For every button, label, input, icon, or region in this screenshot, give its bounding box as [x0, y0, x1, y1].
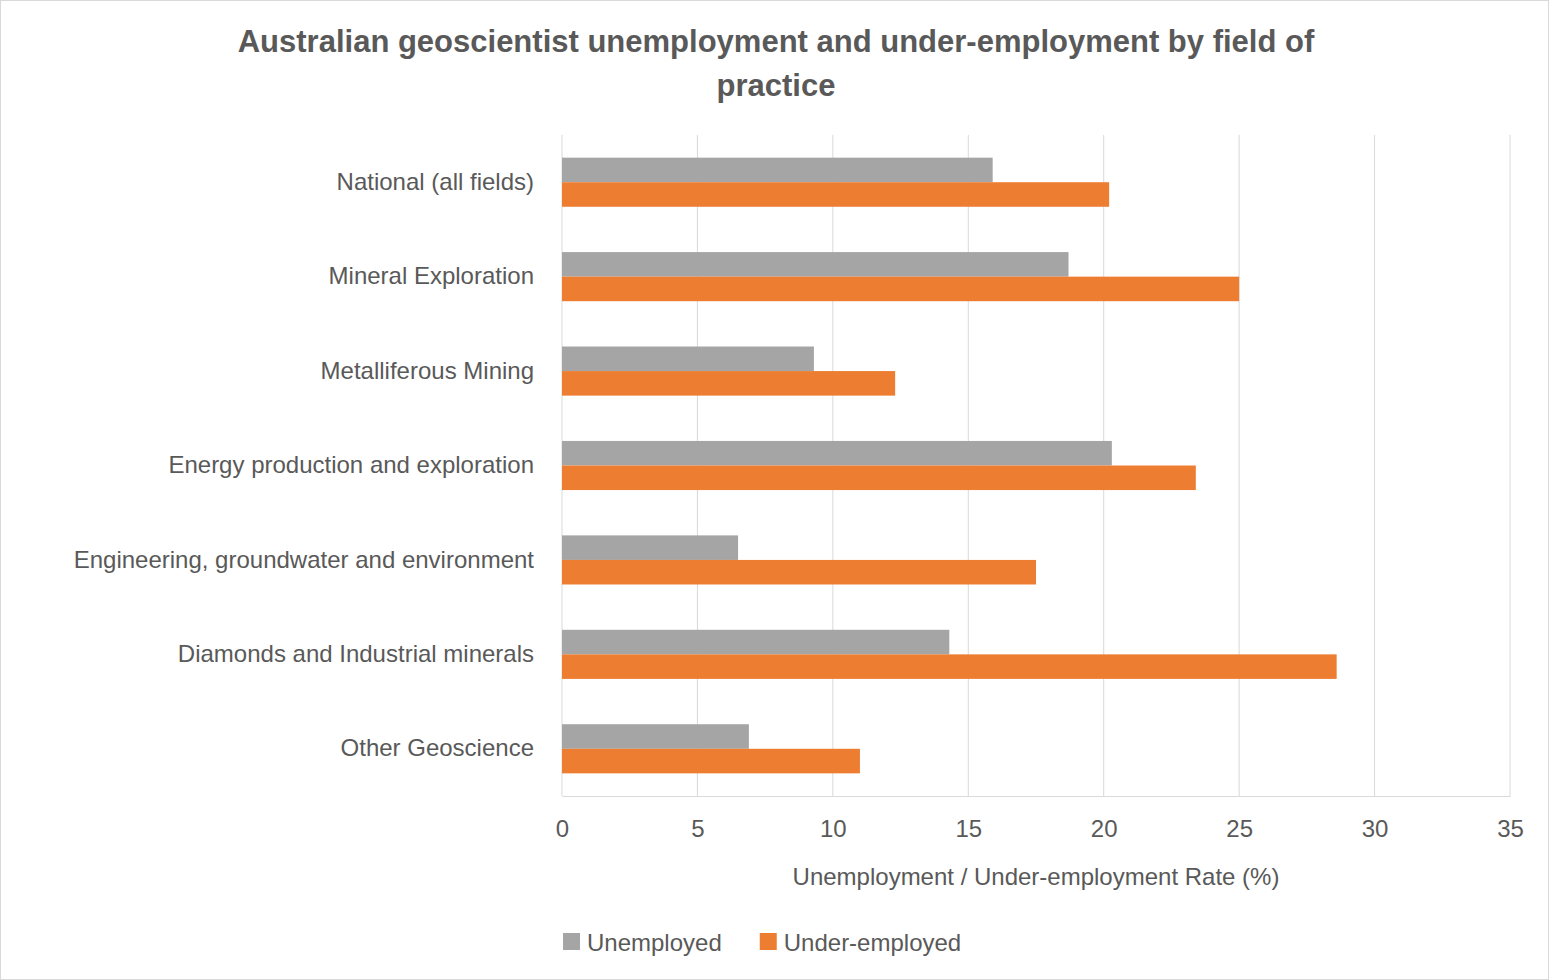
bar	[562, 560, 1036, 585]
bar	[562, 277, 1239, 302]
bars	[562, 158, 1337, 774]
tick: 25	[1226, 796, 1253, 842]
tick-label: 30	[1362, 815, 1389, 842]
tick-label: 0	[556, 815, 569, 842]
legend-label: Under-employed	[784, 929, 961, 956]
series	[562, 182, 1337, 773]
bar	[562, 252, 1069, 277]
tick-label: 20	[1091, 815, 1118, 842]
tick: Mineral Exploration	[329, 262, 562, 289]
legend-swatch	[760, 933, 777, 950]
bar	[562, 371, 895, 396]
tick: Other Geoscience	[341, 734, 562, 761]
tick-label: 5	[691, 815, 704, 842]
grid-line	[1239, 135, 1240, 796]
tick-label: 35	[1497, 815, 1524, 842]
category-label: National (all fields)	[337, 168, 534, 195]
axis-title: Unemployment / Under-employment Rate (%)	[793, 863, 1280, 890]
legend: Unemployed Under-employed	[563, 929, 961, 956]
category-label: Mineral Exploration	[329, 262, 534, 289]
category-label: Other Geoscience	[341, 734, 534, 761]
legend-label: Unemployed	[587, 929, 722, 956]
tick: 20	[1091, 796, 1118, 842]
background	[1, 1, 1549, 980]
bar	[562, 630, 949, 655]
bar	[562, 441, 1112, 466]
axis-line	[563, 796, 1511, 797]
tick-label: 15	[955, 815, 982, 842]
y-axis: National (all fields) Mineral Exploration…	[74, 168, 562, 762]
category-label: Metalliferous Mining	[321, 357, 534, 384]
bar	[562, 535, 738, 560]
category-label: Energy production and exploration	[168, 451, 534, 478]
bar	[562, 158, 993, 183]
grid	[562, 135, 1510, 796]
tick: 0	[556, 796, 569, 842]
chart: Australian geoscientist unemployment and…	[0, 0, 1549, 980]
category-label: Diamonds and Industrial minerals	[178, 640, 534, 667]
x-axis: 0 5 10 15 20 25 30 35	[556, 796, 1524, 842]
tick: 15	[955, 796, 982, 842]
tick: National (all fields)	[337, 168, 562, 195]
tick: 35	[1497, 796, 1524, 842]
tick: 10	[820, 796, 847, 842]
tick: 5	[691, 796, 704, 842]
bar	[562, 724, 749, 749]
tick-label: 10	[820, 815, 847, 842]
tick: Energy production and exploration	[168, 451, 562, 478]
title: Australian geoscientist unemployment and…	[238, 24, 1315, 103]
tick: Diamonds and Industrial minerals	[178, 640, 562, 667]
tick-label: 25	[1226, 815, 1253, 842]
legend-swatch	[563, 933, 580, 950]
grid-line	[1510, 135, 1511, 796]
tick: Metalliferous Mining	[321, 357, 562, 384]
category-label: Engineering, groundwater and environment	[74, 546, 535, 573]
tick: 30	[1362, 796, 1389, 842]
tick: Engineering, groundwater and environment	[74, 546, 562, 573]
bar	[562, 749, 860, 774]
bar	[562, 347, 814, 372]
grid-line	[1374, 135, 1375, 796]
bar	[562, 182, 1109, 207]
bar	[562, 466, 1196, 491]
bar	[562, 654, 1337, 679]
